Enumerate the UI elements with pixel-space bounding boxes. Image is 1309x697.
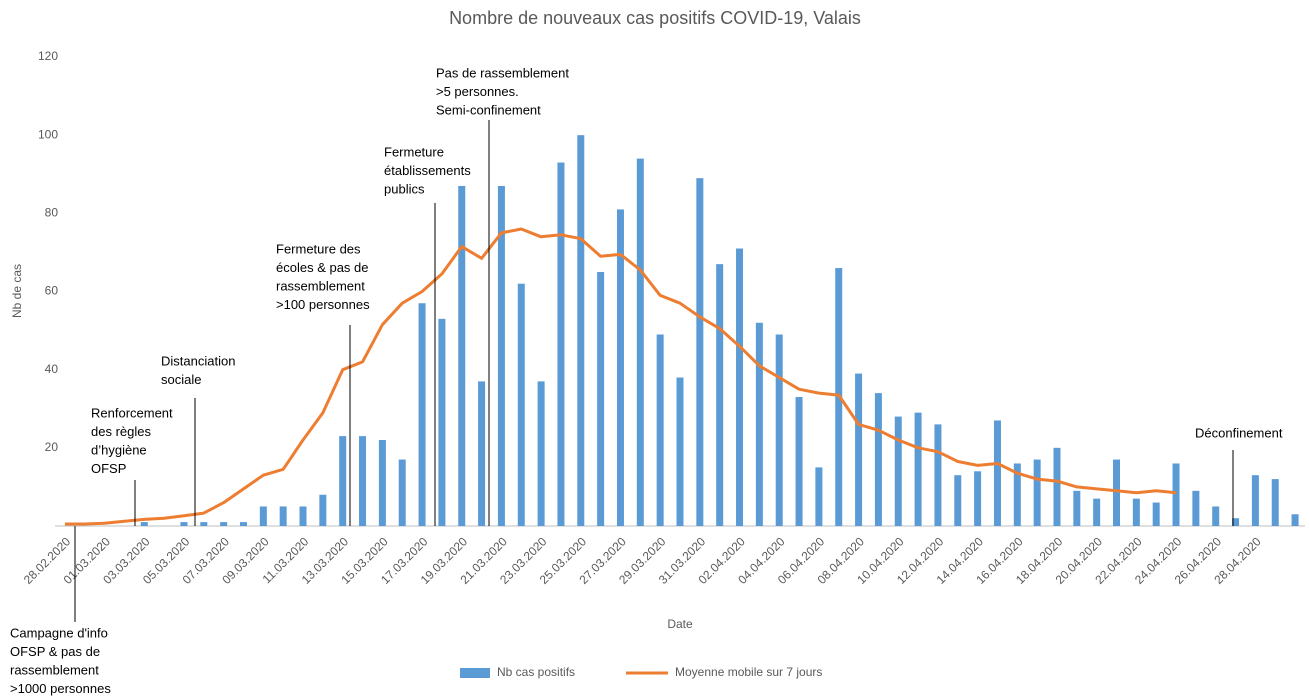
bar <box>1192 490 1200 526</box>
bar <box>914 412 922 526</box>
annotation-text: Fermeture des <box>276 241 361 256</box>
bar <box>497 185 505 526</box>
y-tick-label: 100 <box>38 127 58 141</box>
bar <box>736 248 744 526</box>
y-tick-label: 20 <box>45 440 59 454</box>
y-tick-label: 40 <box>45 362 59 376</box>
bar <box>1013 463 1021 526</box>
bar <box>1033 459 1041 526</box>
annotation-text: rassemblement <box>10 662 99 677</box>
annotation-text: des règles <box>91 424 151 439</box>
bar <box>1152 502 1160 526</box>
chart-title: Nombre de nouveaux cas positifs COVID-19… <box>449 8 861 28</box>
bar <box>398 459 406 526</box>
bar <box>696 178 704 527</box>
bar <box>616 209 624 527</box>
bar <box>259 506 267 526</box>
bar <box>1251 475 1259 526</box>
bar <box>1291 514 1299 526</box>
bar <box>299 506 307 526</box>
annotation-text: d’hygiène <box>91 442 147 457</box>
annotation-text: Semi-confinement <box>436 102 541 117</box>
bar <box>755 322 763 526</box>
bar <box>557 162 565 526</box>
annotation-text: sociale <box>161 372 201 387</box>
annotation-text: rassemblement <box>276 278 365 293</box>
bar <box>775 334 783 526</box>
bar <box>577 135 585 526</box>
annotation-text: Distanciation <box>161 353 235 368</box>
bar <box>954 475 962 526</box>
legend-swatch <box>460 668 490 678</box>
bar <box>1172 463 1180 526</box>
bar <box>656 334 664 526</box>
bar <box>359 436 367 526</box>
bar <box>597 271 605 526</box>
y-tick-label: 80 <box>45 206 59 220</box>
bar <box>200 522 208 526</box>
annotation-text: >5 personnes. <box>436 84 519 99</box>
annotation-text: Campagne d'info <box>10 625 108 640</box>
bar <box>636 158 644 526</box>
annotation-text: écoles & pas de <box>276 260 369 275</box>
bar <box>795 397 803 526</box>
bar <box>279 506 287 526</box>
annotation-text: Fermeture <box>384 144 444 159</box>
x-axis-label: Date <box>667 617 693 631</box>
bar <box>855 373 863 526</box>
annotation-text: OFSP <box>91 461 126 476</box>
line <box>64 227 1177 526</box>
bar <box>1073 490 1081 526</box>
bar <box>339 436 347 526</box>
bar <box>1271 479 1279 526</box>
annotation-text: publics <box>384 181 425 196</box>
bar <box>180 522 188 526</box>
bar <box>1093 498 1101 526</box>
bar <box>537 381 545 526</box>
bar <box>239 522 247 526</box>
legend-label: Nb cas positifs <box>497 665 575 679</box>
annotation-text: >1000 personnes <box>10 681 111 696</box>
bar <box>220 522 228 526</box>
bar <box>1113 459 1121 526</box>
annotation-text: Déconfinement <box>1195 425 1283 440</box>
bar <box>1132 498 1140 526</box>
bar <box>517 283 525 526</box>
bar <box>1053 447 1061 526</box>
annotation-text: Renforcement <box>91 405 173 420</box>
bar <box>478 381 486 526</box>
bar <box>993 420 1001 526</box>
bar <box>716 264 724 526</box>
bar <box>319 494 327 526</box>
bar <box>874 393 882 526</box>
bar <box>140 522 148 526</box>
y-axis-label: Nb de cas <box>10 264 24 318</box>
bar <box>378 440 386 526</box>
bar <box>676 377 684 526</box>
y-tick-label: 120 <box>38 49 58 63</box>
bar <box>438 318 446 526</box>
annotation-text: OFSP & pas de <box>10 644 100 659</box>
y-tick-label: 60 <box>45 284 59 298</box>
bar <box>418 303 426 526</box>
bar <box>458 185 466 526</box>
annotation-text: établissements <box>384 163 471 178</box>
bar <box>1212 506 1220 526</box>
bar <box>934 424 942 526</box>
bar <box>974 471 982 526</box>
bar <box>815 467 823 526</box>
annotation-text: Pas de rassemblement <box>436 65 569 80</box>
bar <box>894 416 902 526</box>
legend-label: Moyenne mobile sur 7 jours <box>675 665 822 679</box>
annotation-text: >100 personnes <box>276 297 370 312</box>
bar <box>1232 518 1240 526</box>
